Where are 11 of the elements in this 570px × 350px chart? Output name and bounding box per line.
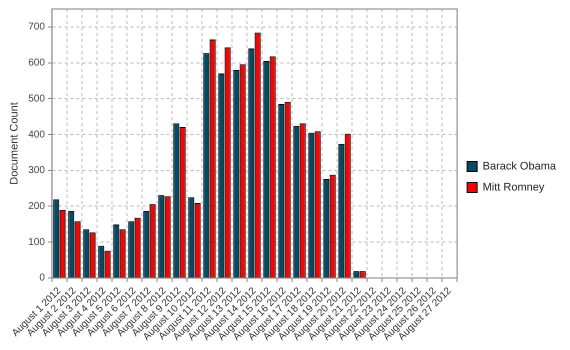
y-tick-label: 300 — [28, 165, 46, 176]
y-tick-label: 700 — [28, 22, 46, 33]
y-axis-title: Document Count — [8, 102, 21, 185]
legend-label: Barack Obama — [482, 160, 557, 173]
y-tick-label: 200 — [28, 201, 46, 212]
y-tick-label: 600 — [28, 58, 46, 69]
y-tick-label: 100 — [28, 236, 46, 248]
y-tick-label: 0 — [39, 272, 46, 284]
legend-label: Mitt Romney — [482, 182, 545, 194]
y-tick-label: 500 — [28, 93, 46, 104]
y-tick-label: 400 — [28, 129, 46, 140]
